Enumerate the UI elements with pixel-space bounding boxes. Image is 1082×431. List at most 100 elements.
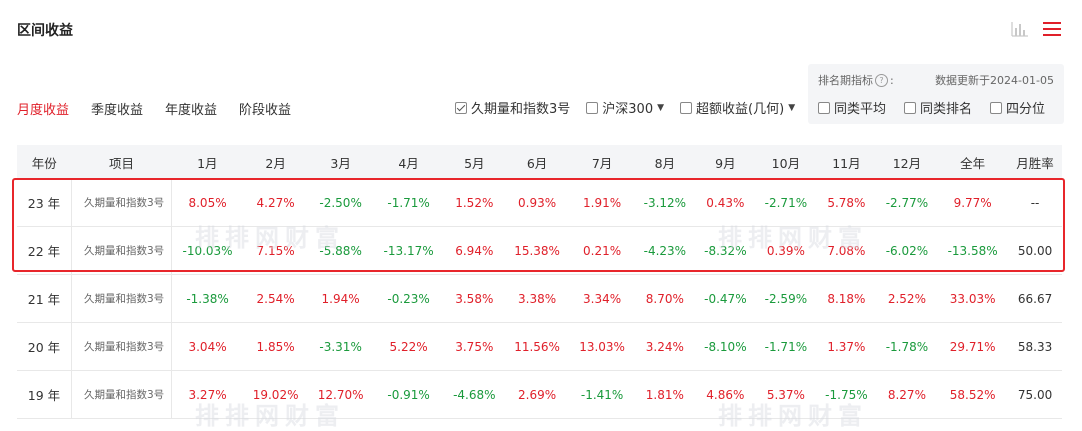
tab-annual[interactable]: 年度收益	[165, 103, 218, 118]
value-cell: -0.91%	[373, 370, 445, 419]
menu-icon[interactable]	[1042, 20, 1062, 38]
column-header: 6月	[504, 145, 570, 179]
value-cell: -4.68%	[444, 370, 505, 419]
checkbox-icon[interactable]	[818, 101, 830, 114]
value-cell: -1.71%	[755, 322, 817, 371]
caret-down-icon[interactable]: ▼	[788, 102, 796, 113]
value-cell: 8.27%	[876, 370, 938, 419]
checkbox-checked-icon[interactable]	[455, 101, 467, 114]
rank-label-text: 排名期指标	[818, 74, 873, 87]
checkbox-icon[interactable]	[990, 101, 1003, 114]
value-cell: 58.52%	[937, 370, 1009, 419]
checkbox-icon[interactable]	[680, 101, 693, 114]
filter-fund-label: 久期量和指数3号	[471, 102, 571, 117]
value-cell: 3.58%	[444, 274, 505, 323]
value-cell: -1.41%	[569, 370, 635, 419]
view-switcher	[1010, 20, 1062, 38]
checkbox-icon[interactable]	[904, 101, 917, 114]
value-cell: 2.69%	[504, 370, 570, 419]
value-cell: 3.38%	[504, 274, 570, 323]
column-header: 5月	[444, 145, 505, 179]
tab-monthly[interactable]: 月度收益	[17, 103, 70, 118]
value-cell: 29.71%	[937, 322, 1009, 371]
column-header: 9月	[695, 145, 756, 179]
filter-fund[interactable]: 久期量和指数3号	[455, 98, 570, 117]
rank-label: 排名期指标 ? :	[818, 72, 894, 88]
rank-panel: 排名期指标 ? : 数据更新于2024-01-05 同类平均 同类排名 四分位	[808, 64, 1064, 124]
filter-excess-return[interactable]: 超额收益(几何) ▼	[680, 98, 795, 117]
caret-down-icon[interactable]: ▼	[657, 102, 665, 113]
checkbox-icon[interactable]	[586, 101, 599, 114]
column-header: 4月	[373, 145, 445, 179]
rank-options: 同类平均 同类排名 四分位	[818, 98, 1045, 117]
value-cell: 8.05%	[171, 179, 244, 227]
column-header: 全年	[937, 145, 1009, 179]
value-cell: 1.81%	[634, 370, 696, 419]
value-cell: -1.75%	[816, 370, 877, 419]
filter-excess-label: 超额收益(几何)	[696, 102, 785, 117]
value-cell: -3.31%	[308, 322, 374, 371]
tab-stage[interactable]: 阶段收益	[239, 103, 292, 118]
value-cell: 2.54%	[243, 274, 309, 323]
column-header: 年份	[17, 145, 72, 179]
value-cell: -0.47%	[695, 274, 756, 323]
column-header: 8月	[634, 145, 696, 179]
value-cell: 11.56%	[504, 322, 570, 371]
item-cell: 久期量和指数3号	[71, 274, 172, 323]
bar-chart-icon[interactable]	[1010, 20, 1030, 38]
filter-csi300-label: 沪深300	[602, 102, 654, 117]
value-cell: -8.10%	[695, 322, 756, 371]
value-cell: 2.52%	[876, 274, 938, 323]
year-cell: 19 年	[17, 370, 72, 419]
value-cell: -4.23%	[634, 226, 696, 275]
value-cell: 7.08%	[816, 226, 877, 275]
rank-option-rank[interactable]: 同类排名	[904, 98, 972, 117]
value-cell: 5.78%	[816, 179, 877, 227]
value-cell: 9.77%	[937, 179, 1009, 227]
rank-option-label: 四分位	[1006, 102, 1046, 117]
value-cell: --	[1008, 179, 1062, 227]
item-cell: 久期量和指数3号	[71, 179, 172, 227]
period-tabs: 月度收益 季度收益 年度收益 阶段收益	[17, 99, 291, 118]
value-cell: 4.27%	[243, 179, 309, 227]
value-cell: -5.88%	[308, 226, 374, 275]
table-body: 23 年久期量和指数3号 8.05% 4.27% -2.50% -1.71% 1.52% 0…	[17, 179, 1062, 419]
value-cell: -3.12%	[634, 179, 696, 227]
table-header-row: 年份 项目 1月 2月 3月 4月 5月 6月 7月 8月 9月 10月 11月 12月 全年 月胜率	[17, 145, 1062, 179]
help-icon[interactable]: ?	[875, 73, 888, 87]
year-cell: 20 年	[17, 322, 72, 371]
rank-label-colon: :	[890, 73, 894, 87]
table-row: 22 年久期量和指数3号 -10.03% 7.15% -5.88% -13.17% 6.9…	[17, 226, 1062, 275]
value-cell: 8.70%	[634, 274, 696, 323]
value-cell: 5.37%	[755, 370, 817, 419]
value-cell: 8.18%	[816, 274, 877, 323]
value-cell: -13.17%	[373, 226, 445, 275]
column-header: 月胜率	[1008, 145, 1062, 179]
returns-table: 年份 项目 1月 2月 3月 4月 5月 6月 7月 8月 9月 10月 11月 12月 全年 月胜率 23 …	[17, 145, 1062, 419]
value-cell: -2.50%	[308, 179, 374, 227]
filter-csi300[interactable]: 沪深300 ▼	[586, 98, 664, 117]
table-row: 21 年久期量和指数3号 -1.38% 2.54% 1.94% -0.23% 3.58% 3…	[17, 274, 1062, 323]
value-cell: 15.38%	[504, 226, 570, 275]
column-header: 1月	[171, 145, 244, 179]
rank-option-average[interactable]: 同类平均	[818, 98, 886, 117]
value-cell: 12.70%	[308, 370, 374, 419]
value-cell: 19.02%	[243, 370, 309, 419]
column-header: 10月	[755, 145, 817, 179]
value-cell: 13.03%	[569, 322, 635, 371]
value-cell: -2.71%	[755, 179, 817, 227]
value-cell: 5.22%	[373, 322, 445, 371]
value-cell: 0.21%	[569, 226, 635, 275]
value-cell: 3.04%	[171, 322, 244, 371]
column-header: 项目	[71, 145, 172, 179]
rank-option-quartile[interactable]: 四分位	[990, 98, 1045, 117]
value-cell: 58.33	[1008, 322, 1062, 371]
table-row: 19 年久期量和指数3号 3.27% 19.02% 12.70% -0.91% -4.68…	[17, 370, 1062, 419]
value-cell: 0.43%	[695, 179, 756, 227]
value-cell: 33.03%	[937, 274, 1009, 323]
value-cell: 0.93%	[504, 179, 570, 227]
tab-quarterly[interactable]: 季度收益	[91, 103, 144, 118]
value-cell: 0.39%	[755, 226, 817, 275]
value-cell: 3.27%	[171, 370, 244, 419]
value-cell: -10.03%	[171, 226, 244, 275]
